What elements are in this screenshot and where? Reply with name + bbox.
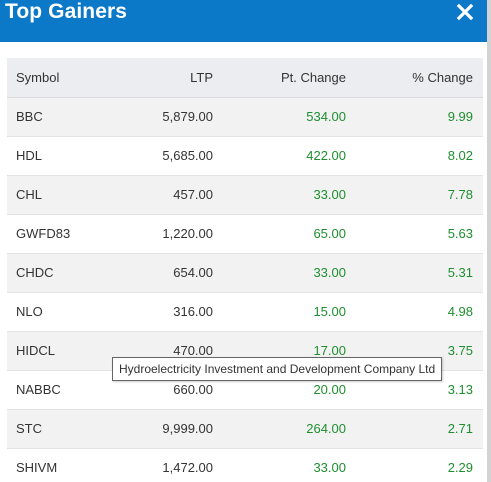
pct-change-cell: 3.75 bbox=[447, 343, 473, 358]
header-symbol[interactable]: Symbol bbox=[7, 58, 136, 98]
gainers-table-container: Symbol LTP Pt. Change % Change BBC 5,879… bbox=[7, 58, 483, 482]
pt-change-cell: 65.00 bbox=[313, 226, 346, 241]
company-name-tooltip: Hydroelectricity Investment and Developm… bbox=[112, 357, 443, 381]
pt-change-cell: 33.00 bbox=[313, 460, 346, 475]
pt-change-cell: 17.00 bbox=[313, 343, 346, 358]
table-header-row: Symbol LTP Pt. Change % Change bbox=[7, 58, 483, 98]
table-row[interactable]: CHDC 654.00 33.00 5.31 bbox=[7, 253, 483, 292]
table-row[interactable]: NLO 316.00 15.00 4.98 bbox=[7, 292, 483, 331]
pct-change-cell: 5.63 bbox=[447, 226, 473, 241]
header-pt-change[interactable]: Pt. Change bbox=[213, 58, 346, 98]
pct-change-cell: 7.78 bbox=[447, 187, 473, 202]
modal-header: Top Gainers bbox=[0, 0, 487, 42]
ltp-cell: 9,999.00 bbox=[162, 421, 213, 436]
ltp-cell: 5,685.00 bbox=[162, 148, 213, 163]
table-row[interactable]: GWFD83 1,220.00 65.00 5.63 bbox=[7, 214, 483, 253]
modal-title: Top Gainers bbox=[5, 0, 128, 23]
symbol-cell[interactable]: SHIVM bbox=[16, 460, 58, 475]
gainers-table: Symbol LTP Pt. Change % Change BBC 5,879… bbox=[7, 58, 483, 482]
close-icon[interactable] bbox=[455, 2, 475, 22]
symbol-cell[interactable]: HIDCL bbox=[16, 343, 56, 358]
table-row[interactable]: CHL 457.00 33.00 7.78 bbox=[7, 175, 483, 214]
pt-change-cell: 33.00 bbox=[313, 265, 346, 280]
pct-change-cell: 3.13 bbox=[447, 382, 473, 397]
symbol-cell[interactable]: BBC bbox=[16, 109, 43, 124]
pt-change-cell: 33.00 bbox=[313, 187, 346, 202]
ltp-cell: 654.00 bbox=[173, 265, 213, 280]
symbol-cell[interactable]: NLO bbox=[16, 304, 43, 319]
pct-change-cell: 2.71 bbox=[447, 421, 473, 436]
pt-change-cell: 15.00 bbox=[313, 304, 346, 319]
symbol-cell[interactable]: HDL bbox=[16, 148, 43, 163]
pt-change-cell: 534.00 bbox=[306, 109, 346, 124]
header-ltp[interactable]: LTP bbox=[136, 58, 213, 98]
symbol-cell[interactable]: GWFD83 bbox=[16, 226, 71, 241]
pct-change-cell: 2.29 bbox=[447, 460, 473, 475]
symbol-cell[interactable]: CHDC bbox=[16, 265, 54, 280]
symbol-cell[interactable]: NABBC bbox=[16, 382, 61, 397]
ltp-cell: 316.00 bbox=[173, 304, 213, 319]
ltp-cell: 1,472.00 bbox=[162, 460, 213, 475]
scrollbar-track[interactable] bbox=[487, 0, 491, 482]
ltp-cell: 470.00 bbox=[173, 343, 213, 358]
symbol-cell[interactable]: CHL bbox=[16, 187, 43, 202]
symbol-cell[interactable]: STC bbox=[16, 421, 42, 436]
table-row[interactable]: STC 9,999.00 264.00 2.71 bbox=[7, 409, 483, 448]
ltp-cell: 5,879.00 bbox=[162, 109, 213, 124]
pct-change-cell: 8.02 bbox=[447, 148, 473, 163]
ltp-cell: 660.00 bbox=[173, 382, 213, 397]
ltp-cell: 457.00 bbox=[173, 187, 213, 202]
pt-change-cell: 422.00 bbox=[306, 148, 346, 163]
ltp-cell: 1,220.00 bbox=[162, 226, 213, 241]
pct-change-cell: 5.31 bbox=[447, 265, 473, 280]
table-row[interactable]: HDL 5,685.00 422.00 8.02 bbox=[7, 136, 483, 175]
header-pct-change[interactable]: % Change bbox=[346, 58, 483, 98]
table-row[interactable]: SHIVM 1,472.00 33.00 2.29 bbox=[7, 448, 483, 482]
table-row[interactable]: BBC 5,879.00 534.00 9.99 bbox=[7, 97, 483, 136]
pct-change-cell: 4.98 bbox=[447, 304, 473, 319]
pct-change-cell: 9.99 bbox=[447, 109, 473, 124]
pt-change-cell: 20.00 bbox=[313, 382, 346, 397]
pt-change-cell: 264.00 bbox=[306, 421, 346, 436]
